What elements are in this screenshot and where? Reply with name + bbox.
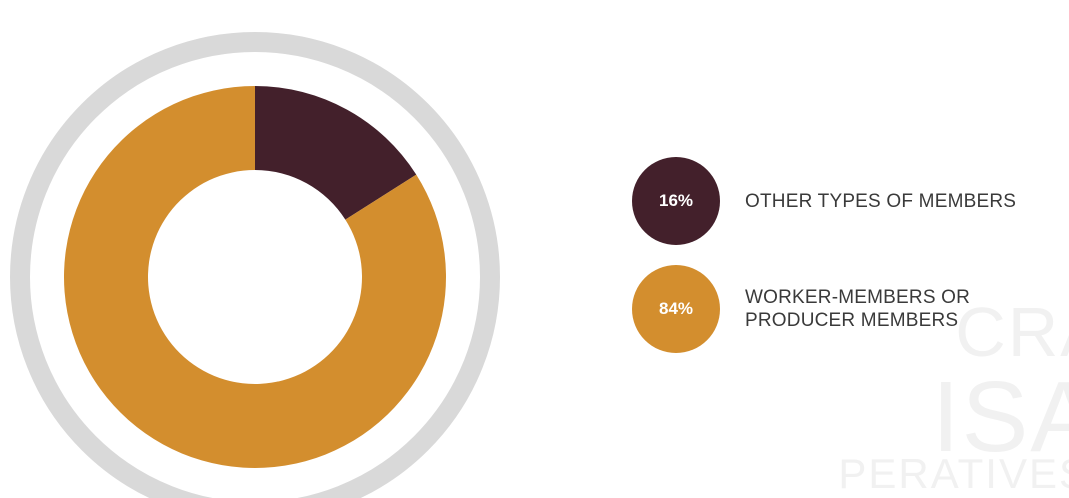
donut-chart <box>10 32 500 498</box>
donut-slice <box>63 86 446 469</box>
legend-badge: 84% <box>632 265 720 353</box>
watermark-text: PERATIVES <box>838 450 1069 497</box>
legend-percent: 84% <box>658 299 694 318</box>
legend-label: OTHER TYPES OF MEMBERS <box>745 190 1017 212</box>
legend-label: WORKER-MEMBERS OR PRODUCER MEMBERS <box>745 287 971 331</box>
legend-item: 16% OTHER TYPES OF MEMBERS <box>632 157 1045 245</box>
watermark-text: ISA <box>931 361 1069 473</box>
legend-item: 84% WORKER-MEMBERS OR PRODUCER MEMBERS <box>632 265 1045 353</box>
outer-ring <box>10 32 500 498</box>
donut-slice <box>255 86 417 220</box>
donut-slices <box>63 86 446 469</box>
legend-percent: 16% <box>658 191 694 210</box>
legend-badge: 16% <box>632 157 720 245</box>
